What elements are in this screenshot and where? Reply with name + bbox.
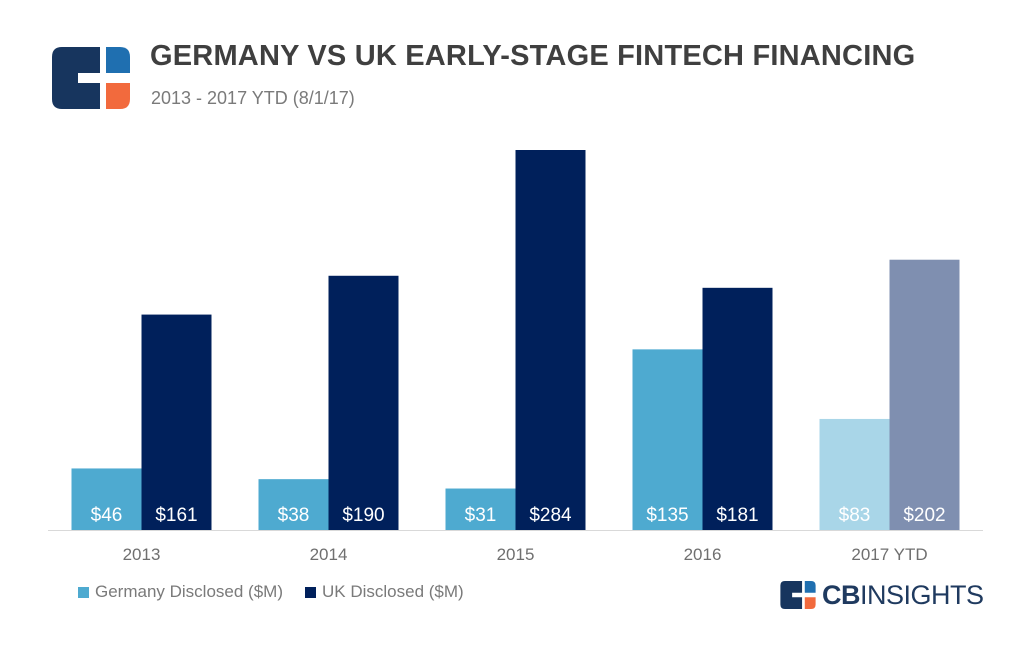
brand-wordmark: CBINSIGHTS [822, 580, 984, 611]
legend-item-germany: Germany Disclosed ($M) [78, 582, 283, 602]
bar-germany-0 [71, 468, 142, 530]
x-tick-label-4: 2017 YTD [851, 545, 927, 564]
data-label-germany-4: $83 [839, 505, 871, 526]
data-label-uk-4: $202 [903, 505, 945, 526]
chart-title: GERMANY VS UK EARLY-STAGE FINTECH FINANC… [150, 40, 916, 72]
bar-uk-4 [889, 259, 960, 530]
bar-germany-4 [819, 418, 890, 530]
x-tick-label-1: 2014 [310, 545, 348, 564]
data-label-uk-3: $181 [716, 505, 758, 526]
legend-swatch-uk [305, 586, 316, 598]
chart-subtitle: 2013 - 2017 YTD (8/1/17) [151, 88, 355, 108]
brand-wordmark-rest: INSIGHTS [860, 579, 984, 610]
bar-germany-1 [258, 479, 329, 530]
data-label-uk-2: $284 [529, 505, 572, 526]
cb-insights-logo-icon [52, 47, 130, 109]
bar-germany-2 [445, 488, 516, 530]
legend-swatch-germany [78, 586, 89, 598]
legend-item-uk: UK Disclosed ($M) [305, 582, 464, 602]
data-label-germany-0: $46 [91, 505, 123, 526]
bar-uk-3 [702, 287, 773, 530]
data-label-uk-1: $190 [342, 505, 384, 526]
legend-label-uk: UK Disclosed ($M) [322, 582, 464, 601]
data-label-germany-2: $31 [465, 505, 497, 526]
brand-wordmark-bold: CB [822, 579, 861, 610]
data-label-germany-1: $38 [278, 505, 310, 526]
data-label-uk-0: $161 [155, 505, 197, 526]
bar-uk-2 [515, 150, 586, 530]
cb-insights-brand-icon [780, 581, 816, 609]
data-label-germany-3: $135 [646, 505, 688, 526]
bar-uk-1 [328, 275, 399, 530]
legend: Germany Disclosed ($M) UK Disclosed ($M) [78, 582, 486, 602]
x-tick-label-0: 2013 [123, 545, 161, 564]
x-tick-label-2: 2015 [497, 545, 535, 564]
legend-label-germany: Germany Disclosed ($M) [95, 582, 283, 601]
cb-insights-brand: CBINSIGHTS [779, 580, 984, 610]
bar-uk-0 [141, 314, 212, 530]
x-tick-label-3: 2016 [684, 545, 722, 564]
bar-germany-3 [632, 349, 703, 530]
